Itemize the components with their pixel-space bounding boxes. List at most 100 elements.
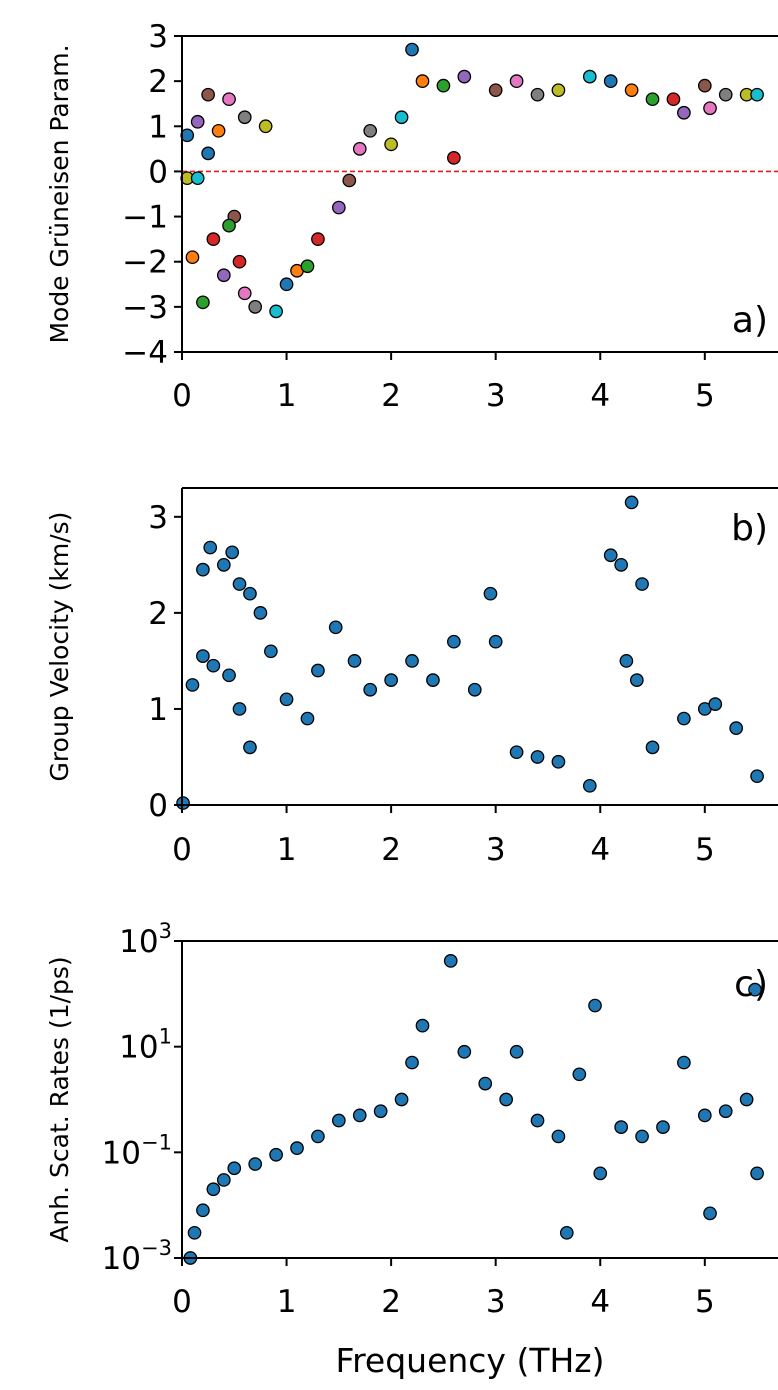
data-point: [211, 123, 226, 138]
data-point: [196, 562, 210, 577]
data-point: [677, 1055, 691, 1070]
data-point: [614, 557, 629, 572]
y-axis-title: Anh. Scat. Rates (1/ps): [45, 956, 74, 1242]
y-tick-label: 10−3: [102, 1236, 172, 1277]
data-point: [488, 83, 503, 98]
data-point: [352, 142, 367, 156]
data-point: [290, 1141, 304, 1155]
data-point: [243, 740, 257, 755]
x-tick-label: 3: [486, 832, 506, 868]
data-point: [703, 101, 717, 116]
data-point: [415, 74, 430, 88]
data-point: [196, 295, 210, 310]
x-tick-label: 0: [172, 1284, 192, 1320]
data-point: [426, 673, 440, 687]
data-point: [243, 586, 257, 601]
data-point: [206, 1182, 221, 1197]
y-tick-label: 0: [148, 154, 168, 190]
data-point: [509, 74, 524, 88]
data-point: [443, 954, 458, 968]
data-point: [447, 634, 461, 649]
data-point: [279, 277, 294, 292]
x-tick-label: 2: [381, 378, 401, 414]
y-tick-label: 3: [148, 19, 168, 55]
data-point: [216, 268, 231, 283]
data-point: [190, 171, 205, 186]
panel-label: b): [731, 508, 768, 549]
data-point: [739, 1092, 754, 1107]
x-tick-label: 2: [381, 1284, 401, 1320]
data-point: [384, 137, 398, 152]
x-tick-label: 3: [486, 378, 506, 414]
data-point: [201, 87, 215, 102]
data-point: [227, 1161, 242, 1176]
data-point: [624, 495, 639, 510]
data-point: [748, 982, 762, 997]
data-point: [311, 1129, 325, 1144]
data-point: [405, 654, 419, 668]
data-point: [483, 586, 498, 601]
x-tick-label: 1: [277, 832, 297, 868]
data-point: [300, 711, 315, 726]
data-point: [300, 259, 315, 274]
y-tick-label: 2: [148, 64, 168, 100]
x-tick-label: 4: [590, 378, 610, 414]
data-point: [311, 663, 325, 678]
y-tick-label: 1: [148, 692, 168, 728]
data-point: [311, 232, 325, 246]
data-point: [405, 42, 419, 57]
data-point: [190, 114, 205, 129]
data-point: [572, 1067, 587, 1082]
data-point: [248, 1157, 263, 1171]
data-point: [588, 998, 602, 1013]
data-point: [331, 1113, 346, 1128]
data-point: [718, 87, 733, 102]
x-tick-label: 2: [381, 832, 401, 868]
data-point: [185, 250, 200, 265]
data-point: [708, 697, 723, 711]
data-point: [206, 232, 221, 246]
data-point: [363, 123, 378, 138]
data-point: [645, 92, 660, 107]
data-point: [352, 1108, 367, 1123]
data-point: [551, 83, 566, 98]
data-point: [216, 557, 231, 572]
data-point: [253, 606, 268, 620]
data-point: [509, 745, 524, 760]
data-point: [697, 78, 712, 93]
data-point: [551, 1129, 566, 1144]
data-point: [232, 254, 247, 269]
data-point: [196, 649, 210, 663]
data-point: [718, 1104, 733, 1119]
y-tick-label: −2: [122, 245, 168, 281]
data-point: [222, 218, 236, 233]
data-point: [635, 577, 649, 591]
data-point: [624, 83, 639, 98]
points-group: [176, 495, 764, 810]
data-point: [203, 540, 218, 555]
data-point: [384, 673, 398, 687]
data-point: [666, 92, 681, 107]
panel-a: 0 1 2 3 4 5 −4 −3 −2 −1 0 1 2 3 Mode Grüneisen Param. a…: [45, 19, 778, 414]
data-point: [222, 92, 236, 107]
data-point: [232, 577, 247, 591]
data-point: [457, 1044, 472, 1059]
x-tick-label: 5: [695, 378, 715, 414]
data-point: [279, 692, 294, 707]
y-tick-label: −1: [122, 200, 168, 236]
data-point: [342, 173, 357, 188]
data-point: [467, 682, 482, 697]
data-point: [232, 702, 247, 716]
data-point: [750, 769, 764, 784]
data-point: [478, 1076, 493, 1091]
data-point: [258, 119, 273, 134]
x-tick-label: 1: [277, 1284, 297, 1320]
data-point: [331, 200, 346, 215]
y-tick-label: −4: [122, 335, 168, 371]
data-point: [551, 754, 566, 769]
y-tick-label: 1: [148, 109, 168, 145]
data-point: [237, 286, 252, 301]
data-point: [530, 750, 545, 764]
